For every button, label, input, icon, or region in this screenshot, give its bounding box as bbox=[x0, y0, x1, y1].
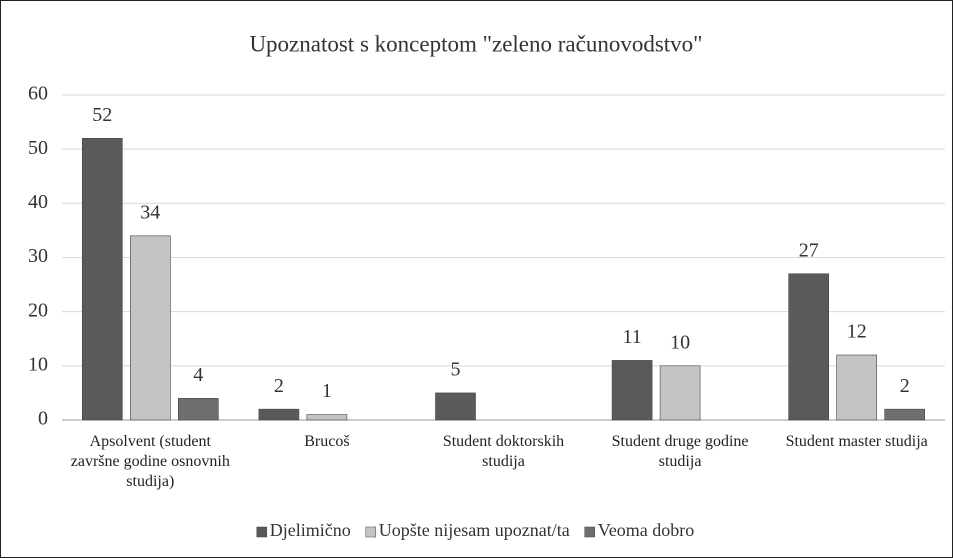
data-label: 12 bbox=[847, 321, 867, 343]
y-tick-label: 60 bbox=[28, 83, 48, 105]
data-label: 1 bbox=[322, 380, 332, 402]
data-label: 11 bbox=[622, 326, 641, 348]
bar bbox=[306, 414, 348, 421]
legend-marker bbox=[584, 526, 595, 538]
legend-label: Uopšte nijesam upoznat/ta bbox=[379, 520, 570, 540]
data-label: 34 bbox=[140, 201, 160, 223]
bar bbox=[258, 408, 300, 421]
data-label: 52 bbox=[92, 104, 112, 126]
y-tick-label: 20 bbox=[28, 299, 48, 321]
bar bbox=[82, 138, 123, 421]
legend-label: Djelimično bbox=[270, 520, 351, 540]
chart-title: Upoznatost s konceptom "zeleno računovod… bbox=[249, 31, 702, 56]
bar bbox=[611, 360, 653, 421]
data-label: 5 bbox=[451, 359, 461, 381]
x-tick-label: Student druge godine studija bbox=[611, 433, 749, 470]
legend-marker bbox=[256, 526, 268, 538]
legend-marker bbox=[365, 526, 377, 538]
x-tick-label: Student master studija bbox=[785, 433, 928, 450]
bar bbox=[836, 354, 878, 421]
bar bbox=[659, 365, 701, 421]
bar bbox=[788, 273, 830, 421]
data-label: 2 bbox=[274, 375, 284, 397]
y-tick-label: 40 bbox=[28, 191, 48, 213]
y-tick-label: 10 bbox=[28, 353, 48, 375]
x-tick-label: Apsolvent (student završne godine osnovn… bbox=[70, 433, 230, 490]
data-label: 27 bbox=[799, 239, 819, 261]
legend-label: Veoma dobro bbox=[598, 520, 694, 540]
y-tick-label: 50 bbox=[28, 137, 48, 159]
data-label: 10 bbox=[670, 331, 690, 353]
data-label: 4 bbox=[193, 364, 203, 386]
y-tick-label: 30 bbox=[28, 245, 48, 267]
bar bbox=[435, 392, 476, 421]
x-tick-label: Brucoš bbox=[304, 433, 350, 450]
bar bbox=[178, 398, 219, 421]
bar bbox=[884, 408, 926, 421]
x-tick-label: Student doktorskih studija bbox=[442, 433, 565, 470]
data-label: 2 bbox=[900, 375, 910, 397]
bar bbox=[130, 235, 171, 421]
y-tick-label: 0 bbox=[38, 408, 48, 430]
